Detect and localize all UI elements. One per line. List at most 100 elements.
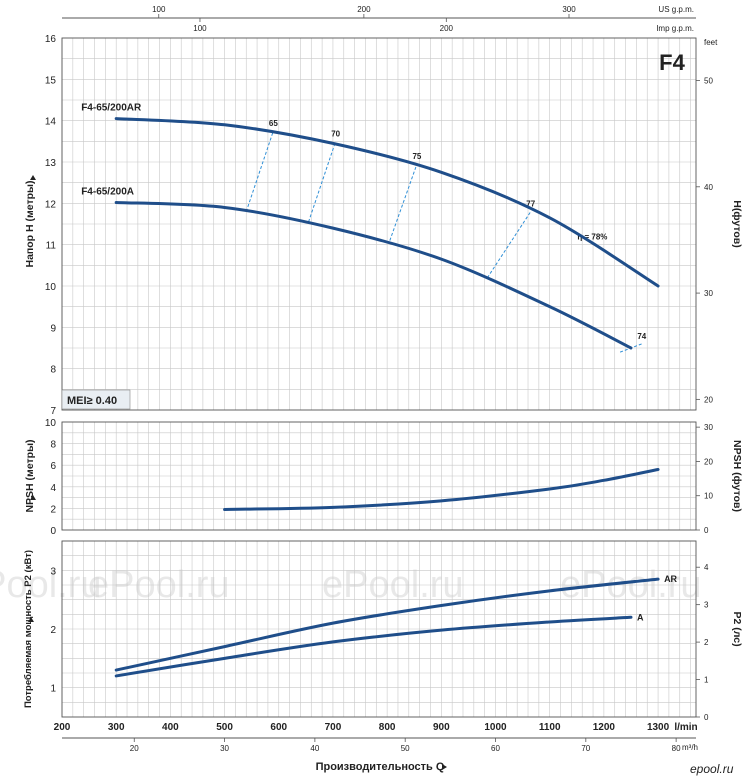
y-tick-label: 10	[45, 418, 57, 429]
y-tick-label: 11	[46, 241, 57, 252]
y-axis-arrow-icon	[30, 495, 36, 500]
series-line-AR	[114, 577, 660, 672]
efficiency-label: 65	[269, 119, 278, 128]
brand-logo: epool.ru	[690, 762, 734, 776]
y-right-tick-label: 20	[704, 457, 713, 466]
panel-head: 7 8 9 10 11 12 13 14 15 16 20 30 40 50 feet Напор H (ме…	[24, 34, 743, 417]
chart-title: F4	[659, 50, 685, 75]
panel-frame	[61, 540, 697, 718]
y-axis-right-label: P2 (лс)	[731, 611, 743, 646]
y-tick-label: 10	[45, 282, 57, 293]
panel-frame	[61, 421, 697, 531]
usgpm-unit: US g.p.m.	[658, 5, 694, 14]
series-line-F4-65/200A	[114, 201, 633, 350]
x-axis-label: Производительность Q	[316, 761, 445, 773]
y-right-tick-label: 40	[704, 183, 713, 192]
y-right-tick-label: 1	[704, 676, 709, 685]
y-right-tick-label: 0	[704, 713, 709, 722]
x-tick-label-m3h: 40	[310, 744, 319, 753]
impgpm-tick-label: 100	[193, 24, 207, 33]
x-tick-label-lmin: 800	[379, 722, 396, 733]
series-name-label: F4-65/200AR	[81, 103, 142, 114]
y-right-tick-label: 30	[704, 423, 713, 432]
x-tick-label-m3h: 70	[581, 744, 590, 753]
x-tick-label-lmin: 700	[325, 722, 342, 733]
series-line-NPSH	[223, 468, 660, 511]
bottom-flow-axes: 200 300 400 500 600 700 800 900 1000 1100 1200 1300…	[54, 722, 698, 753]
usgpm-tick-label: 100	[152, 5, 166, 14]
x-tick-label-lmin: 1000	[484, 722, 507, 733]
y-axis-arrow-icon	[30, 175, 36, 180]
y-axis-arrow-icon	[28, 617, 34, 622]
efficiency-label: η = 78%	[577, 233, 607, 242]
y-tick-label: 2	[50, 625, 56, 636]
y-right-tick-label: 4	[704, 563, 709, 572]
y-tick-label: 7	[50, 406, 56, 417]
y-axis-right-label: H(футов)	[731, 200, 743, 247]
y-right-tick-label: 20	[704, 395, 713, 404]
y-tick-label: 16	[45, 34, 57, 45]
x-tick-label-lmin: 1200	[593, 722, 616, 733]
x-tick-label-m3h: 60	[491, 744, 500, 753]
panel-npsh: 0 2 4 6 8 10 0 10 20 30 NPSH (метры) NPSH (футов)	[24, 418, 743, 537]
series-line-F4-65/200AR	[114, 117, 660, 288]
x-tick-label-lmin: 900	[433, 722, 450, 733]
x-tick-label-lmin: 200	[54, 722, 71, 733]
x-axis-arrow-icon	[442, 764, 447, 770]
x-unit-m3h: m³/h	[682, 743, 698, 752]
y-right-tick-label: 0	[704, 526, 709, 535]
x-tick-label-lmin: 500	[216, 722, 233, 733]
efficiency-line	[245, 130, 274, 212]
usgpm-tick-label: 200	[357, 5, 371, 14]
x-tick-label-lmin: 400	[162, 722, 179, 733]
impgpm-tick-label: 200	[440, 24, 454, 33]
y-axis-right-label: NPSH (футов)	[731, 440, 743, 512]
y-tick-label: 1	[50, 684, 56, 695]
x-tick-label-lmin: 1100	[539, 722, 561, 733]
x-tick-label-lmin: 600	[270, 722, 287, 733]
y-axis-label: Потребляемая мощность P2 (кВт)	[23, 550, 34, 708]
y-tick-label: 8	[50, 440, 56, 451]
y-axis-label: NPSH (метры)	[24, 439, 36, 512]
y-axis-label: Напор H (метры)	[24, 181, 36, 268]
y-tick-label: 9	[50, 323, 56, 334]
y-tick-label: 13	[45, 158, 57, 169]
series-name-label: A	[637, 612, 644, 622]
y-right-tick-label: 3	[704, 601, 709, 610]
series-name-label: AR	[664, 574, 677, 584]
y-tick-label: 8	[50, 365, 56, 376]
panel-frame	[61, 37, 697, 411]
series-line-A	[114, 615, 633, 678]
y-tick-label: 14	[45, 117, 57, 128]
y-tick-label: 15	[45, 75, 57, 86]
y-right-tick-label: 2	[704, 638, 709, 647]
efficiency-line	[486, 211, 532, 279]
series-name-label: F4-65/200A	[81, 187, 134, 198]
x-tick-label-lmin: 300	[108, 722, 125, 733]
mei-box	[61, 389, 131, 410]
mei-label: MEI≥ 0.40	[67, 395, 117, 407]
efficiency-label: 74	[637, 332, 646, 341]
y-tick-label: 4	[50, 483, 56, 494]
top-flow-axes: 100 200 300 US g.p.m. 100 200 Imp g.p.m.	[62, 5, 696, 33]
y-tick-label: 0	[50, 526, 56, 537]
y-right-unit: feet	[704, 38, 718, 47]
x-tick-label-lmin: 1300	[647, 722, 670, 733]
x-tick-label-m3h: 20	[130, 744, 139, 753]
x-tick-label-m3h: 50	[401, 744, 410, 753]
impgpm-unit: Imp g.p.m.	[656, 24, 694, 33]
x-unit-lmin: l/min	[674, 722, 697, 733]
y-tick-label: 6	[50, 461, 56, 472]
usgpm-tick-label: 300	[562, 5, 576, 14]
panel-power: 1 2 3 0 1 2 3 4 Потребляемая мощность P2 (кВт) P2…	[23, 540, 743, 722]
efficiency-label: 75	[412, 152, 421, 161]
efficiency-label: 77	[526, 200, 535, 209]
efficiency-line	[308, 141, 337, 223]
efficiency-line	[389, 163, 418, 241]
x-tick-label-m3h: 30	[220, 744, 229, 753]
efficiency-label: 70	[331, 129, 340, 138]
y-tick-label: 3	[50, 566, 56, 577]
y-tick-label: 12	[45, 199, 57, 210]
